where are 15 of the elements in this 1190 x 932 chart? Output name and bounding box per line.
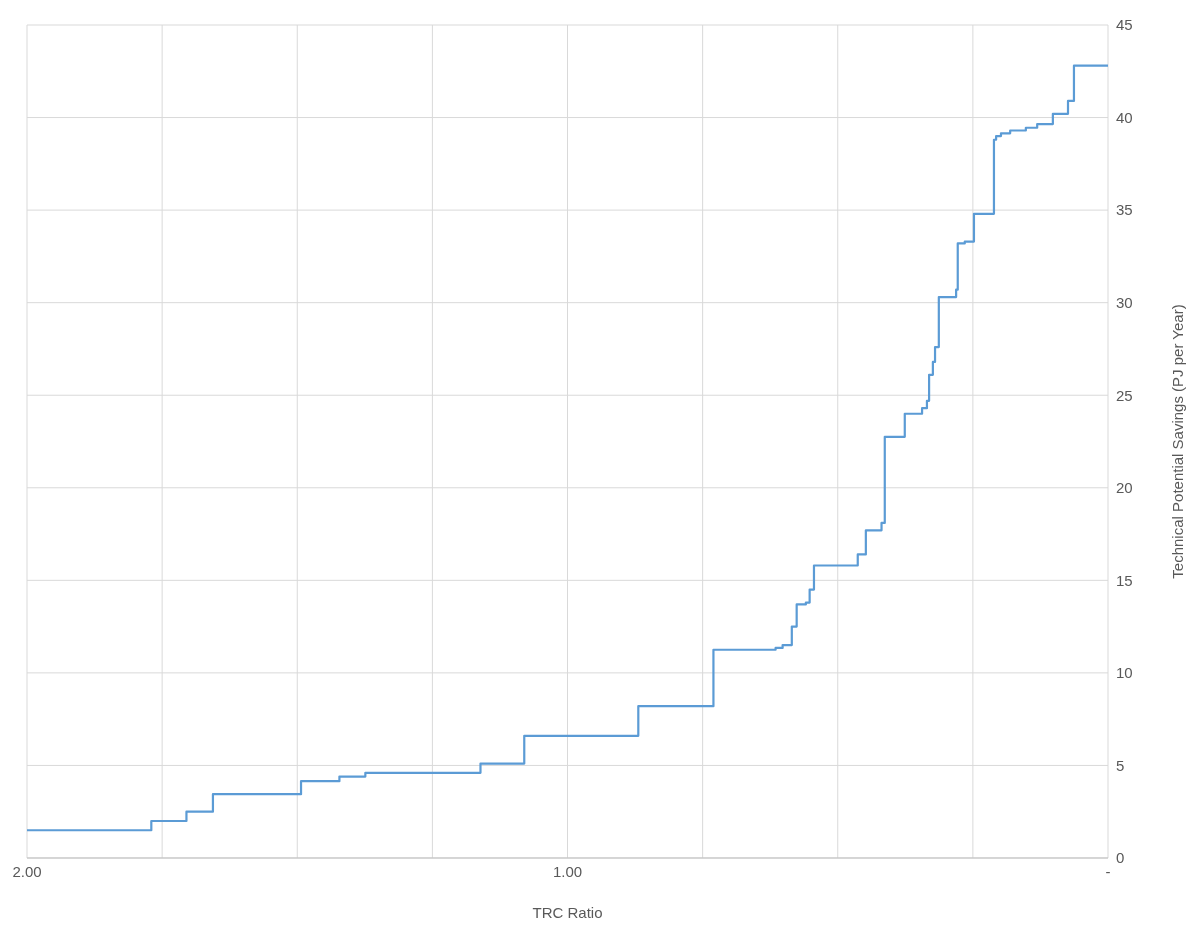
y-axis-title: Technical Potential Savings (PJ per Year) xyxy=(1169,304,1187,579)
y-tick-label: 30 xyxy=(1116,293,1133,311)
y-tick-label: 0 xyxy=(1116,849,1125,867)
y-tick-label: 45 xyxy=(1116,16,1133,34)
y-tick-label: 35 xyxy=(1116,201,1133,219)
y-tick-label: 25 xyxy=(1116,386,1133,404)
y-tick-label: 40 xyxy=(1116,108,1133,126)
y-tick-label: 10 xyxy=(1116,664,1133,682)
y-tick-label: 15 xyxy=(1116,571,1133,589)
x-tick-label: - xyxy=(1105,862,1111,880)
y-tick-label: 20 xyxy=(1116,479,1133,497)
y-tick-label: 5 xyxy=(1116,756,1125,774)
x-tick-label: 2.00 xyxy=(12,862,42,880)
x-axis-title: TRC Ratio xyxy=(532,904,603,921)
x-tick-label: 1.00 xyxy=(552,862,583,880)
